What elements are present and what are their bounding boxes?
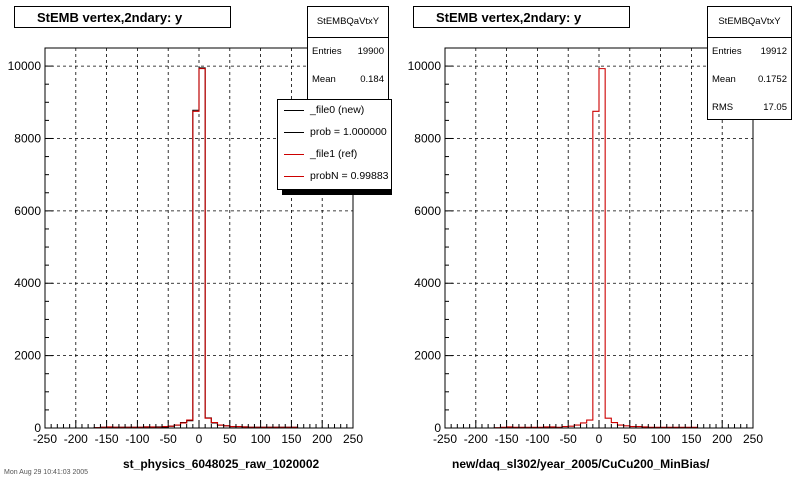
- y-tick-label: 8000: [414, 131, 441, 145]
- x-tick-label: -50: [160, 432, 178, 446]
- x-tick-label: -150: [495, 432, 519, 446]
- stats-name: StEMBQaVtxY: [708, 7, 791, 38]
- x-tick-label: 150: [281, 432, 301, 446]
- x-tick-label: 50: [223, 432, 237, 446]
- y-tick-label: 4000: [414, 276, 441, 290]
- chart-title-right: StEMB vertex,2ndary: y: [413, 6, 630, 28]
- y-tick-label: 4000: [14, 276, 41, 290]
- x-tick-label: -200: [64, 432, 88, 446]
- y-tick-label: 0: [434, 421, 441, 435]
- histogram-series-line: [45, 68, 353, 429]
- y-tick-label: 10000: [408, 59, 442, 73]
- x-tick-label: 50: [623, 432, 637, 446]
- x-axis-title-right: new/daq_sl302/year_2005/CuCu200_MinBias/: [452, 457, 710, 471]
- stats-label: Mean: [712, 74, 736, 85]
- legend-label: prob = 1.000000: [310, 126, 387, 138]
- x-axis-title-left: st_physics_6048025_raw_1020002: [123, 457, 320, 471]
- x-tick-label: 150: [681, 432, 701, 446]
- stats-row: Entries 19900: [308, 38, 388, 66]
- stats-value: 19912: [760, 46, 787, 57]
- legend-swatch: [284, 176, 304, 177]
- x-tick-label: 200: [712, 432, 732, 446]
- legend-swatch: [284, 110, 304, 111]
- legend-label: _file1 (ref): [310, 148, 358, 160]
- stats-label: Mean: [312, 74, 336, 85]
- stats-value: 19900: [357, 46, 384, 57]
- y-tick-label: 2000: [414, 349, 441, 363]
- x-tick-label: 0: [196, 432, 203, 446]
- stats-box-right: StEMBQaVtxY Entries 19912 Mean 0.1752 RMS 1…: [707, 6, 792, 120]
- legend-swatch: [284, 154, 304, 155]
- stats-label: Entries: [712, 46, 742, 57]
- y-tick-label: 10000: [8, 59, 42, 73]
- chart-title-left: StEMB vertex,2ndary: y: [14, 6, 231, 28]
- histogram-plot-left: -250 -200 -150 -100 -50 0 50 100 150 200 250 0 2000 4…: [8, 47, 363, 446]
- stats-value: 0.1752: [757, 74, 787, 85]
- histogram-plot-right: -250 -200 -150 -100 -50 0 50 100 150 200 250 0 2000 4…: [408, 47, 763, 446]
- x-tick-label: -100: [525, 432, 549, 446]
- x-tick-label: -150: [95, 432, 119, 446]
- x-tick-label: -250: [33, 432, 57, 446]
- x-tick-label: -50: [560, 432, 578, 446]
- x-tick-label: -250: [433, 432, 457, 446]
- stats-row: Mean 0.184: [308, 66, 388, 94]
- stats-row: Mean 0.1752: [708, 66, 791, 94]
- stats-label: Entries: [312, 46, 342, 57]
- legend-box-left: _file0 (new) prob = 1.000000 _file1 (ref…: [277, 99, 392, 190]
- x-tick-label: 100: [251, 432, 271, 446]
- footer-timestamp: Mon Aug 29 10:41:03 2005: [4, 469, 89, 476]
- stats-value: 17.05: [763, 102, 787, 113]
- histogram-series-line: [445, 68, 753, 429]
- x-tick-label: 100: [651, 432, 671, 446]
- y-tick-label: 6000: [414, 204, 441, 218]
- x-tick-label: -200: [464, 432, 488, 446]
- x-tick-label: 250: [743, 432, 763, 446]
- y-tick-label: 0: [34, 421, 41, 435]
- legend-swatch: [284, 132, 304, 133]
- stats-row: Entries 19912: [708, 38, 791, 66]
- stats-name: StEMBQaVtxY: [308, 7, 388, 38]
- y-tick-label: 6000: [14, 204, 41, 218]
- x-tick-label: 0: [596, 432, 603, 446]
- x-tick-label: 250: [343, 432, 363, 446]
- stats-row: RMS 17.05: [708, 94, 791, 122]
- legend-label: probN = 0.99883: [310, 170, 389, 182]
- stats-label: RMS: [712, 102, 734, 113]
- y-tick-label: 8000: [14, 131, 41, 145]
- x-tick-label: 200: [312, 432, 332, 446]
- legend-label: _file0 (new): [310, 104, 365, 116]
- y-tick-label: 2000: [14, 349, 41, 363]
- stats-value: 0.184: [360, 74, 384, 85]
- x-tick-label: -100: [125, 432, 149, 446]
